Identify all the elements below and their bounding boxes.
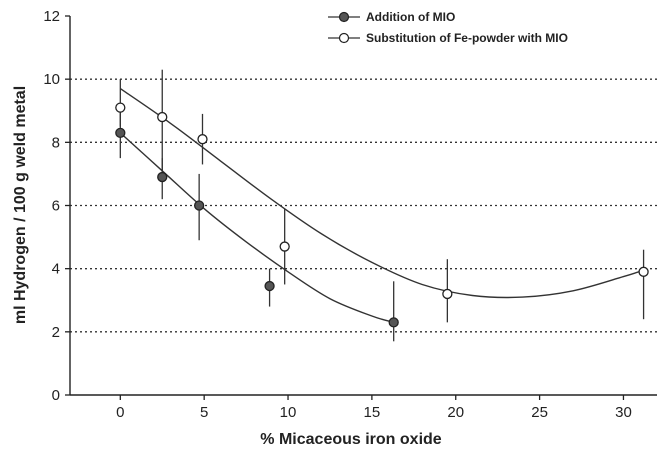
data-point-substitution <box>638 266 649 277</box>
legend: Addition of MIO Substitution of Fe-powde… <box>328 10 568 45</box>
y-tick-label: 12 <box>43 8 60 25</box>
x-axis-label: % Micaceous iron oxide <box>260 431 441 448</box>
data-point-addition <box>157 171 168 183</box>
x-tick-label: 0 <box>116 404 124 421</box>
legend-marker-open <box>338 32 350 44</box>
x-tick-label: 5 <box>200 404 208 421</box>
y-tick-label: 0 <box>52 387 60 404</box>
data-point-substitution <box>157 111 168 123</box>
data-point-addition <box>264 280 275 292</box>
axes <box>65 15 657 400</box>
y-tick-label: 4 <box>52 261 60 278</box>
y-tick-label: 8 <box>52 134 60 151</box>
legend-marker-filled <box>338 11 350 23</box>
y-tick-label: 6 <box>52 198 60 215</box>
y-tick-label: 2 <box>52 324 60 341</box>
y-tick-label: 10 <box>43 71 60 88</box>
data-points <box>115 102 649 328</box>
tick-labels: 0 2 4 6 8 10 12 0 5 10 15 20 25 30 <box>43 8 631 421</box>
data-point-substitution <box>279 241 290 252</box>
fit-curve-substitution <box>119 88 644 299</box>
data-point-addition <box>115 127 126 139</box>
y-axis-label: ml Hydrogen / 100 g weld metal <box>12 86 29 324</box>
x-tick-label: 25 <box>531 404 548 421</box>
fit-curve-addition <box>119 132 394 324</box>
legend-label-addition: Addition of MIO <box>366 10 455 24</box>
data-point-addition <box>193 200 205 211</box>
legend-label-substitution: Substitution of Fe-powder with MIO <box>366 31 568 45</box>
data-point-substitution <box>197 134 208 145</box>
x-tick-label: 10 <box>280 404 297 421</box>
data-point-substitution <box>442 288 453 300</box>
x-tick-label: 20 <box>447 404 464 421</box>
x-tick-label: 30 <box>615 404 632 421</box>
data-point-substitution <box>115 102 126 113</box>
x-tick-label: 15 <box>364 404 381 421</box>
data-point-addition <box>388 317 399 328</box>
